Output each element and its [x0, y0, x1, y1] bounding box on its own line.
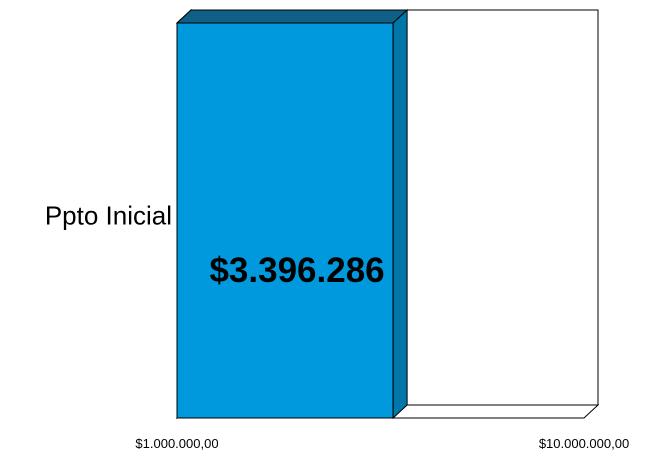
labels: Ppto Inicial $3.396.286 $1.000.000,00 $10.0…	[45, 200, 629, 451]
x-tick-label: $1.000.000,00	[135, 436, 218, 451]
category-label: Ppto Inicial	[45, 200, 172, 230]
bar-front	[176, 22, 394, 419]
data-label: $3.396.286	[209, 251, 384, 290]
bar-top	[175, 9, 409, 24]
bars	[175, 8, 409, 420]
bar-side	[392, 8, 408, 420]
x-tick-label: $10.000.000,00	[539, 436, 629, 451]
